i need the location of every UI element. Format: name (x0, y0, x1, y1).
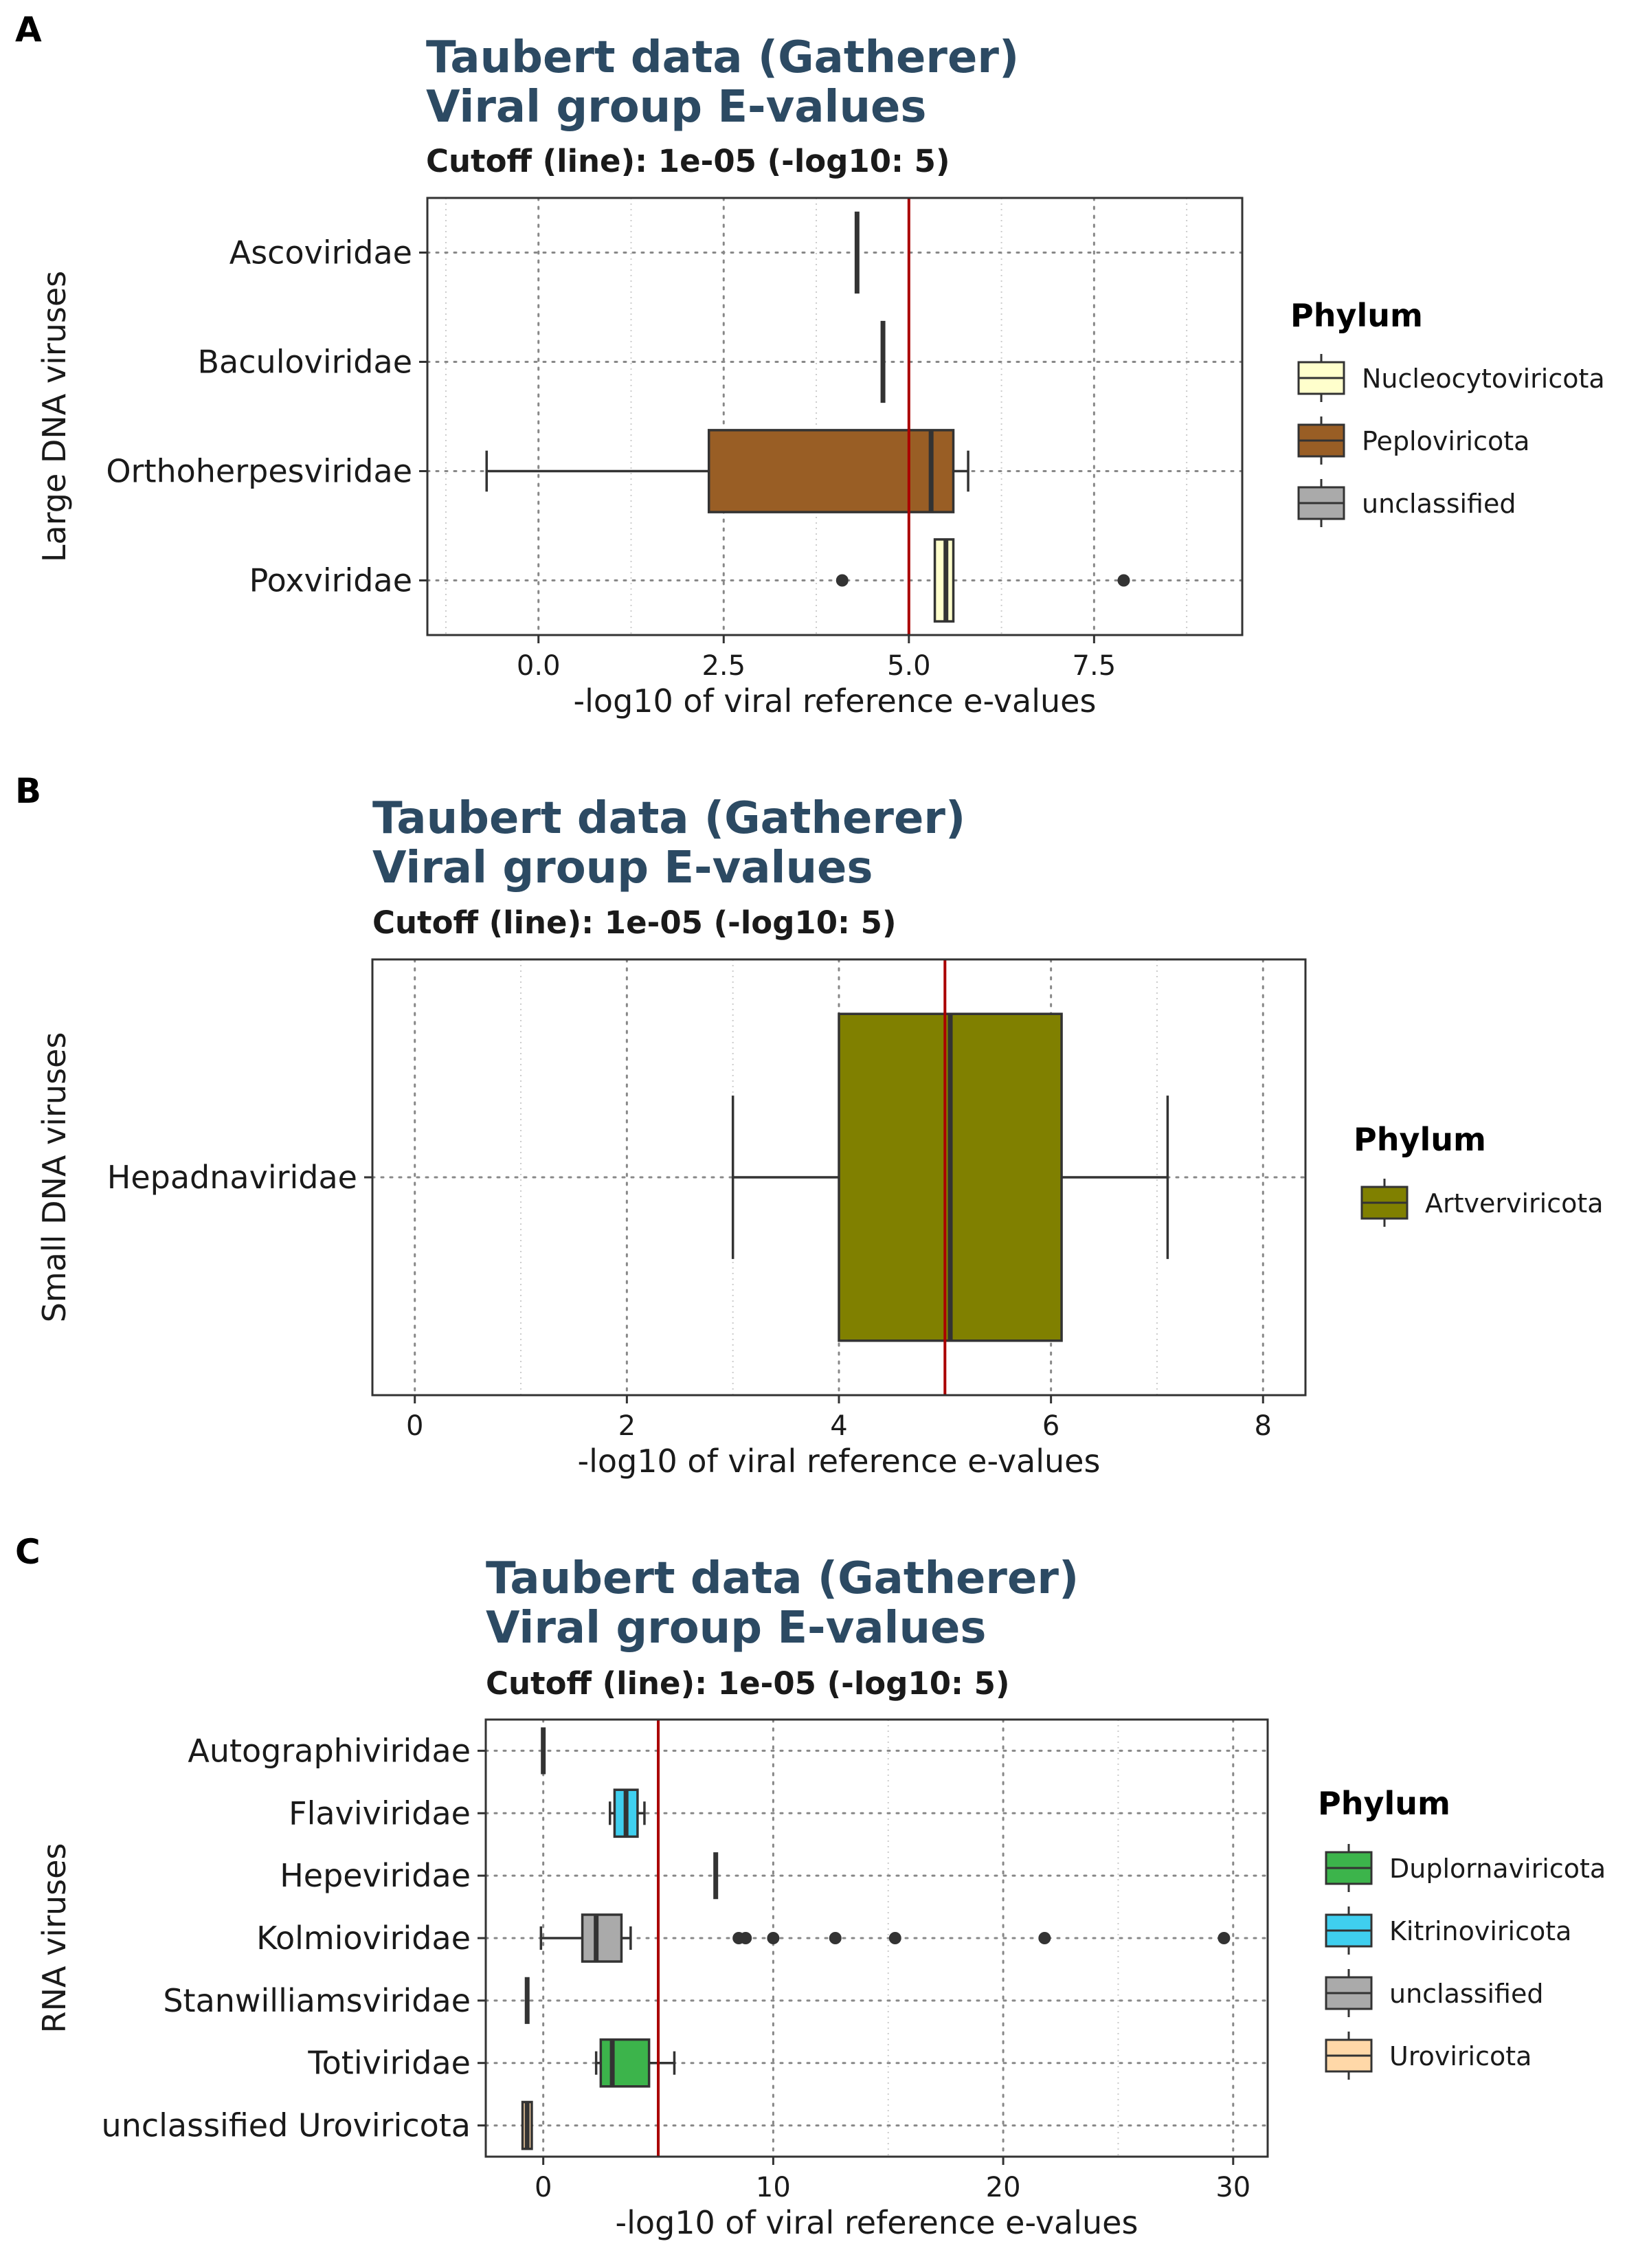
chart-title-line2: Viral group E-values (486, 1603, 987, 1654)
chart-title: Taubert data (Gatherer) (486, 1553, 1079, 1604)
x-axis-title: -log10 of viral reference e-values (616, 2204, 1138, 2241)
panel-letter: A (15, 10, 42, 49)
legend-item: unclassified (1297, 479, 1516, 527)
x-axis-title: -log10 of viral reference e-values (574, 682, 1097, 720)
y-axis-title: Large DNA viruses (36, 271, 73, 562)
panel-b: B Taubert data (Gatherer)Viral group E-va… (15, 771, 1604, 1480)
category-label: Orthoherpesviridae (106, 453, 412, 490)
chart-subtitle: Cutoff (line): 1e-05 (-log10: 5) (372, 904, 897, 941)
outlier-point (835, 574, 849, 587)
category-label: Stanwilliamsviridae (163, 1982, 471, 2019)
panel-a: A Taubert data (Gatherer)Viral group E-va… (15, 10, 1605, 720)
box-poxviridae (835, 538, 1130, 623)
legend-item: Duplornaviricota (1325, 1844, 1606, 1892)
x-tick-label: 4 (830, 1410, 847, 1442)
chart-subtitle: Cutoff (line): 1e-05 (-log10: 5) (486, 1665, 1010, 1702)
legend-item: Peploviricota (1297, 416, 1529, 465)
outlier-point (1038, 1932, 1051, 1944)
panel-c: C Taubert data (Gatherer)Viral group E-va… (15, 1532, 1606, 2241)
x-tick-label: 2.5 (702, 650, 745, 682)
legend-label: unclassified (1362, 489, 1516, 519)
box-body (707, 429, 955, 513)
box-unclassified-uroviricota (521, 2100, 533, 2150)
legend-item: Uroviricota (1325, 2032, 1532, 2080)
legend-label: Uroviricota (1389, 2041, 1532, 2071)
legend-label: Artverviricota (1425, 1188, 1604, 1219)
category-label: unclassified Uroviricota (102, 2107, 471, 2144)
box-flaviviridae (608, 1788, 646, 1838)
category-label: Baculoviridae (198, 344, 413, 381)
box-orthoherpesviridae (485, 429, 969, 513)
legend-label: Kitrinoviricota (1389, 1916, 1571, 1946)
category-label: Hepeviridae (280, 1857, 471, 1894)
legend-item: Nucleocytoviricota (1297, 354, 1605, 402)
category-label: Flaviviridae (289, 1794, 471, 1832)
plot-border (426, 197, 1244, 636)
panel-letter: B (15, 771, 41, 811)
box-hepadnaviridae (731, 1012, 1169, 1342)
outlier-point (888, 1932, 901, 1944)
category-label: Autographiviridae (188, 1732, 471, 1769)
chart-title: Taubert data (Gatherer) (372, 793, 965, 844)
legend-title: Phylum (1290, 297, 1423, 334)
legend-label: unclassified (1389, 1979, 1544, 2009)
x-tick-label: 10 (756, 2172, 791, 2203)
legend-item: unclassified (1325, 1969, 1544, 2017)
x-axis-title: -log10 of viral reference e-values (578, 1443, 1101, 1480)
legend-label: Nucleocytoviricota (1362, 364, 1605, 394)
outlier-point (767, 1932, 780, 1944)
outlier-point (829, 1932, 842, 1944)
category-label: Poxviridae (249, 562, 412, 599)
chart-title-line2: Viral group E-values (426, 82, 927, 133)
chart-subtitle: Cutoff (line): 1e-05 (-log10: 5) (426, 143, 950, 179)
chart-title-line2: Viral group E-values (372, 843, 873, 893)
category-label: Kolmioviridae (256, 1920, 471, 1957)
panel-letter: C (15, 1532, 41, 1572)
x-tick-label: 8 (1255, 1410, 1272, 1442)
x-tick-label: 7.5 (1073, 650, 1117, 682)
box-kolmioviridae (539, 1913, 1231, 1963)
x-tick-label: 2 (618, 1410, 636, 1442)
x-tick-label: 0 (535, 2172, 552, 2203)
x-tick-label: 0.0 (517, 650, 561, 682)
y-axis-title: RNA viruses (36, 1843, 73, 2034)
x-tick-label: 20 (986, 2172, 1021, 2203)
legend-item: Artverviricota (1360, 1179, 1604, 1227)
x-tick-label: 0 (406, 1410, 423, 1442)
category-label: Ascoviridae (229, 234, 412, 271)
x-tick-label: 5.0 (887, 650, 931, 682)
legend-title: Phylum (1354, 1121, 1486, 1158)
y-axis-title: Small DNA viruses (36, 1032, 73, 1323)
category-label: Totiviridae (307, 2045, 471, 2082)
category-label: Hepadnaviridae (107, 1159, 357, 1196)
x-tick-label: 30 (1215, 2172, 1250, 2203)
chart-title: Taubert data (Gatherer) (426, 32, 1019, 83)
outlier-point (739, 1932, 752, 1944)
x-tick-label: 6 (1042, 1410, 1059, 1442)
legend-title: Phylum (1318, 1785, 1450, 1822)
outlier-point (1117, 574, 1130, 587)
box-totiviridae (594, 2038, 676, 2088)
legend-label: Peploviricota (1362, 426, 1529, 456)
legend-item: Kitrinoviricota (1325, 1906, 1571, 1955)
box-body (581, 1913, 623, 1963)
outlier-point (1218, 1932, 1231, 1944)
legend-label: Duplornaviricota (1389, 1854, 1606, 1884)
box-body (599, 2038, 651, 2088)
